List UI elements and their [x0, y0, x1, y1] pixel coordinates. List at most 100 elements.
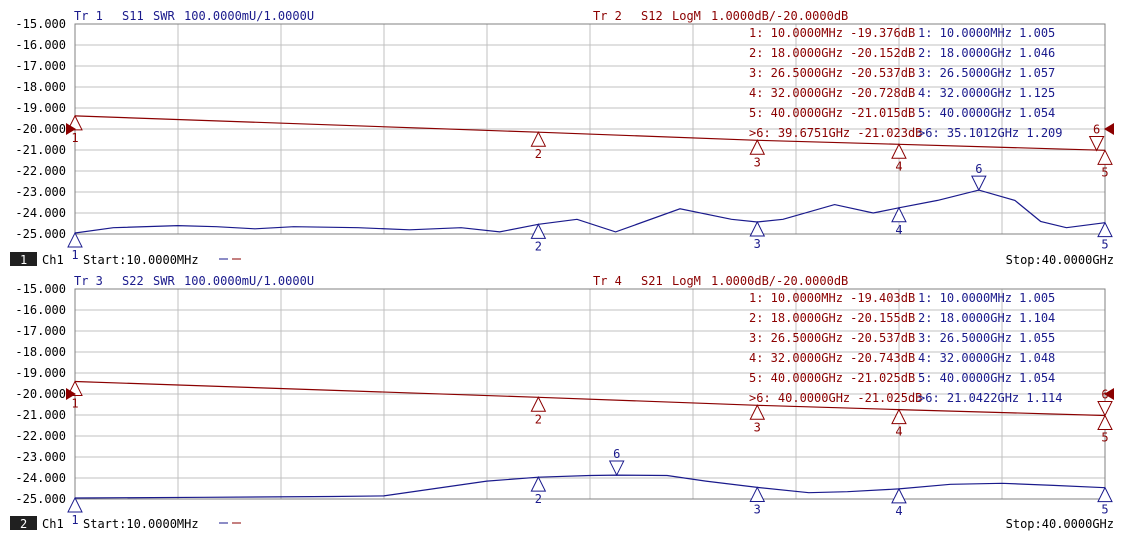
marker-table-row: 3: 26.5000GHz -20.537dB: [749, 66, 915, 80]
y-tick-label: -24.000: [15, 471, 66, 485]
marker-5-icon[interactable]: [1097, 486, 1113, 503]
trace-swr-scale[interactable]: 100.0000mU/1.0000U: [184, 9, 314, 23]
marker-1-icon[interactable]: [67, 496, 83, 513]
marker-table-row: 3: 26.5000GHz 1.055: [918, 331, 1055, 345]
panel-1: -15.000 -16.000 -17.000 -18.000 -19.000 -20.0…: [10, 9, 1114, 267]
marker-2-label: 2: [535, 412, 542, 426]
marker-table: 1: 10.0000MHz -19.403dB 2: 18.0000GHz -2…: [749, 291, 1063, 405]
marker-table-row: >6: 21.0422GHz 1.114: [918, 391, 1063, 405]
y-tick-label: -21.000: [15, 408, 66, 422]
marker-5-label: 5: [1101, 238, 1108, 252]
marker-6-label: 6: [975, 162, 982, 176]
marker-table-row: 2: 18.0000GHz -20.152dB: [749, 46, 915, 60]
trace-swr-label[interactable]: Tr 1: [74, 9, 103, 23]
marker-1-label: 1: [71, 513, 78, 527]
marker-5-icon[interactable]: [1097, 221, 1113, 238]
marker-6-label: 6: [1093, 122, 1100, 136]
trace-logm-param[interactable]: S21: [641, 274, 663, 288]
y-tick-label: -18.000: [15, 345, 66, 359]
marker-5-label: 5: [1101, 503, 1108, 517]
marker-4-label: 4: [895, 223, 902, 237]
y-tick-label: -17.000: [15, 59, 66, 73]
trace-logm-label[interactable]: Tr 2: [593, 9, 622, 23]
trace-swr-scale[interactable]: 100.0000mU/1.0000U: [184, 274, 314, 288]
marker-table-row: >6: 39.6751GHz -21.023dB: [749, 126, 922, 140]
marker-table-row: 5: 40.0000GHz 1.054: [918, 106, 1055, 120]
marker-2-label: 2: [535, 147, 542, 161]
grid: [75, 289, 1105, 499]
marker-3-label: 3: [754, 237, 761, 251]
marker-5-label: 5: [1101, 165, 1108, 179]
swr-trace-line[interactable]: [74, 474, 1106, 499]
marker-2-label: 2: [535, 492, 542, 506]
grid: [75, 24, 1105, 234]
marker-5-icon[interactable]: [1097, 414, 1113, 431]
trace-swr-param[interactable]: S22: [122, 274, 144, 288]
marker-5-icon[interactable]: [1097, 149, 1113, 165]
y-tick-label: -15.000: [15, 282, 66, 296]
marker-table-row: 3: 26.5000GHz 1.057: [918, 66, 1055, 80]
marker-table-row: 2: 18.0000GHz -20.155dB: [749, 311, 915, 325]
marker-4-icon[interactable]: [891, 487, 907, 504]
marker-table-row: 4: 32.0000GHz 1.048: [918, 351, 1055, 365]
marker-table-row: 5: 40.0000GHz 1.054: [918, 371, 1055, 385]
marker-6-icon[interactable]: [971, 175, 987, 192]
marker-1-label: 1: [71, 396, 78, 410]
marker-3-icon[interactable]: [749, 139, 766, 155]
trace-swr-format[interactable]: SWR: [153, 9, 175, 23]
marker-table-row: >6: 40.0000GHz -21.025dB: [749, 391, 922, 405]
trace-logm-format[interactable]: LogM: [672, 9, 701, 23]
marker-table: 1: 10.0000MHz -19.376dB 2: 18.0000GHz -2…: [749, 26, 1063, 140]
marker-6-label: 6: [613, 447, 620, 461]
reference-left-icon[interactable]: [66, 388, 76, 400]
y-tick-label: -19.000: [15, 366, 66, 380]
trace-swr-param[interactable]: S11: [122, 9, 144, 23]
trace-logm-param[interactable]: S12: [641, 9, 663, 23]
start-frequency[interactable]: Start:10.0000MHz: [83, 253, 199, 267]
marker-1-icon[interactable]: [67, 231, 83, 248]
marker-4-icon[interactable]: [891, 143, 907, 159]
marker-2-icon[interactable]: [530, 223, 547, 239]
channel-name[interactable]: Ch1: [42, 517, 64, 531]
y-tick-label: -16.000: [15, 38, 66, 52]
reference-left-icon[interactable]: [66, 123, 76, 135]
channel-number-badge[interactable]: [10, 516, 37, 530]
marker-table-row: 4: 32.0000GHz 1.125: [918, 86, 1055, 100]
start-frequency[interactable]: Start:10.0000MHz: [83, 517, 199, 531]
y-axis-ticks: -15.000 -16.000 -17.000 -18.000 -19.000 -20.0…: [15, 17, 66, 241]
marker-4-label: 4: [895, 504, 902, 518]
marker-2-icon[interactable]: [530, 131, 547, 147]
marker-6-icon[interactable]: [608, 460, 625, 477]
marker-2-icon[interactable]: [530, 396, 547, 412]
y-tick-label: -17.000: [15, 324, 66, 338]
stop-frequency[interactable]: Stop:40.0000GHz: [1006, 253, 1114, 267]
marker-table-row: 2: 18.0000GHz 1.104: [918, 311, 1055, 325]
marker-3-icon[interactable]: [749, 404, 766, 420]
y-tick-label: -15.000: [15, 17, 66, 31]
trace-logm-format[interactable]: LogM: [672, 274, 701, 288]
marker-3-icon[interactable]: [749, 486, 766, 502]
swr-trace-line[interactable]: [74, 189, 1106, 234]
marker-3-label: 3: [754, 155, 761, 169]
marker-4-icon[interactable]: [891, 206, 907, 223]
stop-frequency[interactable]: Stop:40.0000GHz: [1006, 517, 1114, 531]
trace-swr-label[interactable]: Tr 3: [74, 274, 103, 288]
marker-1-label: 1: [71, 131, 78, 145]
trace-logm-scale[interactable]: 1.0000dB/-20.0000dB: [711, 9, 848, 23]
reference-right-icon[interactable]: [1104, 388, 1114, 400]
trace-logm-scale[interactable]: 1.0000dB/-20.0000dB: [711, 274, 848, 288]
trace-logm-label[interactable]: Tr 4: [593, 274, 622, 288]
channel-number-badge[interactable]: [10, 252, 37, 266]
marker-2-icon[interactable]: [530, 476, 547, 492]
channel-name[interactable]: Ch1: [42, 253, 64, 267]
marker-6-icon[interactable]: [1088, 135, 1105, 152]
y-tick-label: -25.000: [15, 227, 66, 241]
marker-3-icon[interactable]: [749, 220, 766, 237]
marker-4-icon[interactable]: [891, 408, 907, 425]
marker-6-icon[interactable]: [1097, 401, 1113, 417]
marker-table-row: 5: 40.0000GHz -21.025dB: [749, 371, 915, 385]
marker-table-row: 2: 18.0000GHz 1.046: [918, 46, 1055, 60]
trace-swr-format[interactable]: SWR: [153, 274, 175, 288]
reference-right-icon[interactable]: [1104, 123, 1114, 135]
